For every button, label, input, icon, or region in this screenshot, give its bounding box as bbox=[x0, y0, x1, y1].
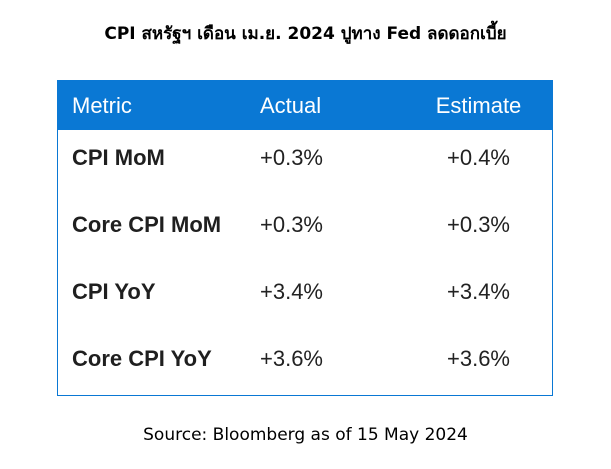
row-estimate: +3.4% bbox=[447, 279, 510, 304]
table-header-row: Metric Actual Estimate bbox=[58, 81, 552, 130]
column-header-estimate: Estimate bbox=[405, 81, 552, 130]
row-metric: CPI MoM bbox=[72, 145, 165, 170]
data-table: Metric Actual Estimate CPI MoM +0.3% +0.… bbox=[58, 81, 552, 398]
row-actual: +3.4% bbox=[260, 279, 323, 304]
cpi-table: Metric Actual Estimate CPI MoM +0.3% +0.… bbox=[57, 80, 553, 396]
column-header-metric: Metric bbox=[58, 81, 242, 130]
source-caption: Source: Bloomberg as of 15 May 2024 bbox=[143, 425, 468, 445]
row-estimate: +3.6% bbox=[447, 346, 510, 371]
row-estimate: +0.3% bbox=[447, 212, 510, 237]
row-metric: Core CPI YoY bbox=[72, 346, 212, 371]
row-metric: CPI YoY bbox=[72, 279, 156, 304]
table-row: Core CPI YoY +3.6% +3.6% bbox=[58, 320, 552, 398]
page-title: CPI สหรัฐฯ เดือน เม.ย. 2024 ปูทาง Fed ลด… bbox=[104, 24, 507, 44]
row-estimate: +0.4% bbox=[447, 145, 510, 170]
row-actual: +3.6% bbox=[260, 346, 323, 371]
column-header-actual: Actual bbox=[242, 81, 405, 130]
row-metric: Core CPI MoM bbox=[72, 212, 222, 237]
table-row: Core CPI MoM +0.3% +0.3% bbox=[58, 186, 552, 264]
row-actual: +0.3% bbox=[260, 212, 323, 237]
row-actual: +0.3% bbox=[260, 145, 323, 170]
table-row: CPI MoM +0.3% +0.4% bbox=[58, 130, 552, 186]
table-row: CPI YoY +3.4% +3.4% bbox=[58, 264, 552, 320]
